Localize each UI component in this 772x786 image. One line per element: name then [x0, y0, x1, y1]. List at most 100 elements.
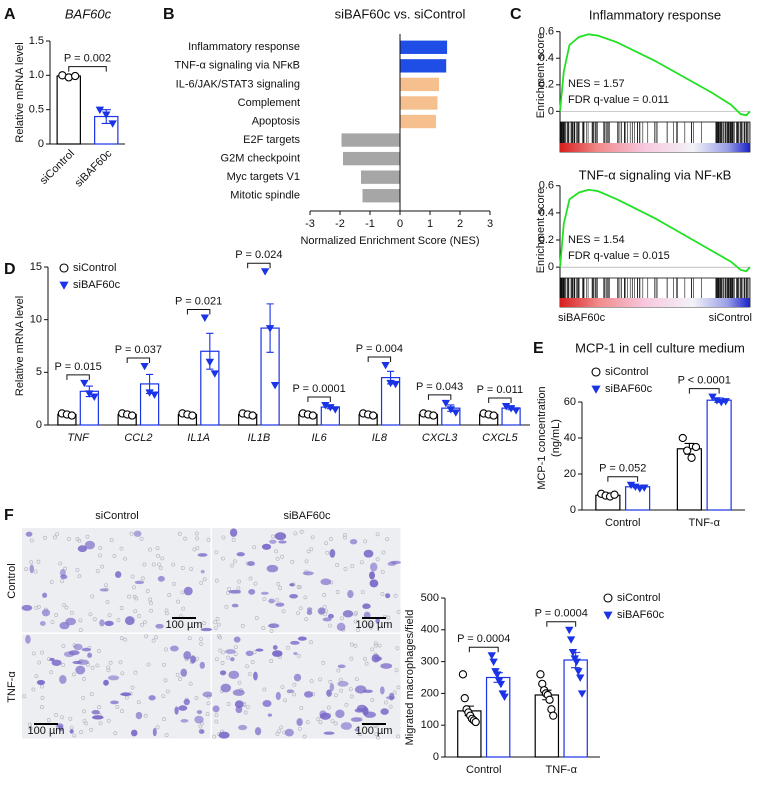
pore: [61, 644, 66, 648]
data-point: [446, 406, 456, 414]
chart-title: BAF60c: [65, 6, 112, 21]
pore: [180, 566, 185, 571]
pore: [123, 637, 128, 642]
cell: [124, 616, 135, 626]
pore: [24, 567, 29, 572]
pore: [396, 609, 401, 614]
data-point: [640, 484, 649, 492]
pore: [163, 647, 168, 652]
x-tick-label: siControl: [38, 148, 77, 187]
y-tick-label: TNF-α signaling via NFκB: [174, 60, 300, 72]
pore: [342, 535, 347, 540]
pore: [335, 562, 340, 567]
data-point: [591, 385, 601, 394]
cell: [289, 593, 299, 599]
cell: [296, 718, 303, 727]
x-axis-label: Normalized Enrichment Score (NES): [300, 235, 479, 247]
data-point: [566, 636, 576, 644]
cell: [238, 724, 248, 731]
data-point: [511, 407, 521, 415]
data-point: [458, 670, 468, 679]
y-tick-label: 400: [421, 624, 439, 636]
legend-label: siControl: [617, 592, 660, 604]
y-axis-label: MCP-1 concentration: [536, 386, 548, 489]
data-point: [200, 314, 210, 322]
cell: [225, 649, 236, 655]
pore: [215, 616, 220, 621]
x-tick-label: 0: [397, 218, 403, 230]
cell: [107, 675, 120, 681]
pore: [326, 705, 331, 710]
y-tick-label: Mitotic spindle: [230, 190, 300, 202]
panel-letter: A: [4, 6, 16, 23]
p-value: P = 0.0001: [292, 383, 345, 395]
cell: [369, 579, 379, 588]
pore: [151, 562, 156, 567]
pore: [112, 554, 117, 558]
y-tick-label: 100: [421, 719, 439, 731]
pore: [237, 680, 242, 685]
pore: [305, 720, 310, 725]
pore: [175, 672, 180, 677]
y-tick-label: 0.4: [539, 207, 554, 219]
pore: [37, 660, 42, 665]
data-point: [683, 446, 692, 455]
data-point: [691, 442, 701, 452]
y-tick-label: G2M checkpoint: [221, 153, 300, 165]
pore: [226, 655, 230, 660]
pore: [158, 565, 163, 570]
cell: [287, 689, 295, 694]
y-tick-label: 0.6: [539, 26, 554, 38]
bar: [56, 75, 81, 145]
pore: [304, 617, 309, 622]
data-point: [471, 717, 480, 727]
pore: [217, 634, 221, 638]
pore: [309, 547, 314, 552]
pore: [119, 546, 124, 551]
cell: [59, 569, 66, 577]
pore: [278, 586, 282, 590]
cell: [268, 598, 275, 604]
rank-label: siControl: [709, 312, 752, 324]
cell: [218, 731, 230, 739]
pore: [82, 709, 87, 714]
column-label: siBAF60c: [283, 510, 331, 522]
pore: [165, 689, 170, 694]
data-point: [451, 409, 461, 417]
pore: [269, 629, 274, 633]
pore: [36, 604, 41, 609]
pore: [78, 618, 83, 623]
cell: [114, 571, 122, 578]
bar: [400, 40, 448, 54]
pore: [364, 661, 369, 666]
pore: [349, 694, 354, 699]
pore: [63, 566, 68, 571]
cell: [133, 530, 142, 537]
bar: [534, 694, 560, 758]
pore: [29, 538, 34, 543]
pore: [194, 531, 199, 536]
cell: [180, 668, 188, 677]
pore: [232, 559, 237, 564]
data-point: [127, 411, 137, 420]
cell: [319, 710, 327, 718]
pore: [297, 726, 302, 731]
pore: [373, 641, 378, 646]
cell: [261, 543, 272, 550]
cell: [36, 679, 46, 685]
pore: [106, 668, 111, 673]
data-point: [687, 453, 696, 462]
pore: [296, 653, 301, 658]
cell: [362, 603, 371, 609]
data-point: [381, 361, 390, 370]
data-point: [460, 694, 469, 703]
pore: [359, 560, 364, 565]
data-point: [493, 671, 502, 679]
cell: [272, 650, 283, 657]
panel-letter: E: [533, 340, 544, 357]
y-tick-label: IL-6/JAK/STAT3 signaling: [176, 78, 300, 90]
pore: [262, 597, 267, 602]
x-tick-label: IL6: [311, 432, 327, 444]
cell: [228, 670, 240, 679]
y-tick-label: 200: [421, 687, 439, 699]
